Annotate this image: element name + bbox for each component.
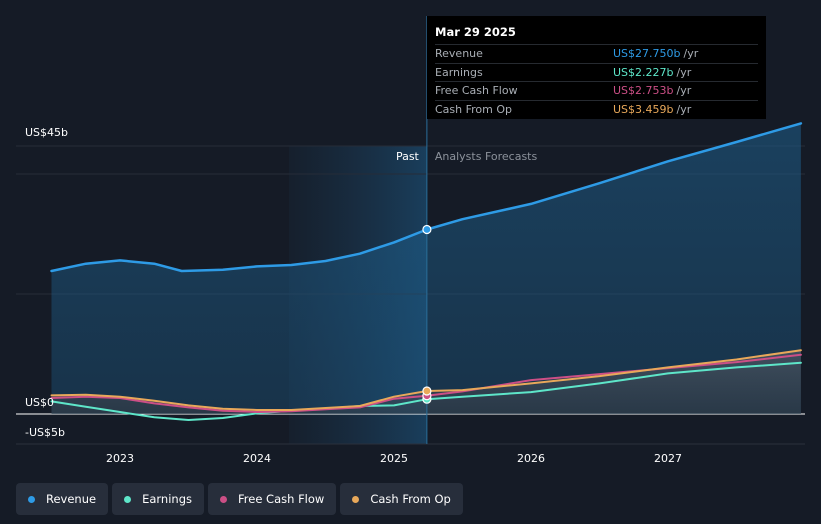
- cash-from-op-marker: [422, 386, 432, 396]
- tooltip-label: Earnings: [435, 65, 483, 79]
- cash-from-op-line: [50, 349, 802, 411]
- tooltip-unit: /yr: [676, 102, 692, 116]
- revenue-line: [50, 122, 803, 273]
- x-tick-label: 2025: [380, 452, 408, 465]
- revenue-marker: [422, 224, 432, 235]
- tooltip-value: US$27.750b: [613, 47, 681, 60]
- legend-item-free-cash-flow[interactable]: Free Cash Flow: [208, 483, 337, 515]
- tooltip-value: US$3.459b: [613, 102, 674, 116]
- tooltip-date: Mar 29 2025: [435, 25, 516, 39]
- tooltip-label: Revenue: [435, 47, 483, 60]
- legend-dot-icon: [220, 495, 227, 503]
- y-tick-label: US$0: [25, 396, 54, 409]
- tooltip-row-revenue: Revenue US$27.750b /yr: [435, 44, 758, 63]
- tooltip-row-earnings: Earnings US$2.227b /yr: [435, 62, 758, 82]
- legend-dot-icon: [124, 495, 132, 503]
- x-tick-label: 2024: [243, 452, 271, 465]
- y-tick-label: US$45b: [25, 126, 68, 139]
- x-tick-label: 2026: [517, 452, 545, 465]
- tooltip-row-free-cash-flow: Free Cash Flow US$2.753b /yr: [435, 81, 758, 100]
- forecast-label: Analysts Forecasts: [435, 150, 538, 163]
- legend-label: Earnings: [142, 492, 192, 506]
- tooltip: Mar 29 2025 Revenue US$27.750b /yr Earni…: [427, 16, 766, 119]
- tooltip-unit: /yr: [683, 47, 699, 60]
- legend-label: Revenue: [46, 492, 97, 506]
- legend-dot-icon: [28, 495, 35, 503]
- free-cash-flow-line: [50, 353, 802, 413]
- legend-dot-icon: [352, 495, 360, 503]
- legend-label: Cash From Op: [370, 492, 451, 506]
- tooltip-unit: /yr: [676, 65, 692, 79]
- legend-item-cash-from-op[interactable]: Cash From Op: [340, 483, 463, 515]
- tooltip-unit: /yr: [676, 84, 692, 97]
- revenue-area: [51, 123, 801, 415]
- tooltip-row-cash-from-op: Cash From Op US$3.459b /yr: [435, 99, 758, 119]
- legend-item-revenue[interactable]: Revenue: [16, 483, 109, 515]
- legend: Revenue Earnings Free Cash Flow Cash Fro…: [16, 483, 463, 515]
- x-tick-label: 2027: [654, 452, 682, 465]
- tooltip-value: US$2.227b: [613, 65, 674, 79]
- y-tick-label: -US$5b: [25, 426, 65, 439]
- legend-item-earnings[interactable]: Earnings: [112, 483, 204, 515]
- tooltip-value: US$2.753b: [613, 84, 674, 97]
- legend-label: Free Cash Flow: [238, 492, 325, 506]
- tooltip-label: Free Cash Flow: [435, 84, 518, 97]
- past-label: Past: [396, 150, 420, 163]
- x-tick-label: 2023: [106, 452, 134, 465]
- tooltip-label: Cash From Op: [435, 102, 513, 116]
- cash-from-op-area: [51, 350, 801, 414]
